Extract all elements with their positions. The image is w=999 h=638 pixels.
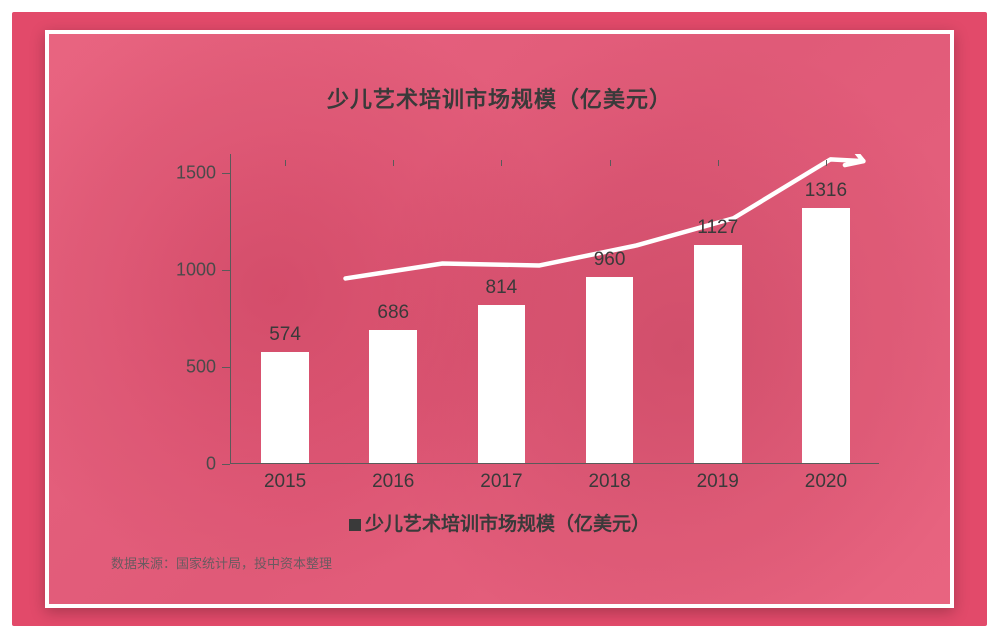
chart-title: 少儿艺术培训市场规模（亿美元） [49, 82, 950, 114]
bar-value-label: 1316 [805, 180, 847, 202]
x-tick-label: 2019 [697, 471, 739, 493]
y-axis: 050010001500 [164, 154, 224, 464]
bar: 960 [586, 277, 634, 463]
bar: 574 [261, 352, 309, 463]
chart-card: 少儿艺术培训市场规模（亿美元） 050010001500 57420156862… [45, 30, 954, 608]
legend-text-suffix: ） [631, 514, 650, 535]
x-tick-mark [501, 160, 502, 166]
y-tick-mark [222, 270, 230, 271]
y-tick-mark [222, 464, 230, 465]
y-tick-label: 1000 [176, 260, 216, 281]
y-tick-mark [222, 367, 230, 368]
x-tick-label: 2017 [480, 471, 522, 493]
chart-area: 050010001500 574201568620168142017960201… [164, 154, 879, 464]
bar: 1127 [694, 245, 742, 463]
bar-value-label: 1127 [697, 217, 738, 239]
bar-value-label: 574 [269, 324, 301, 346]
bar-value-label: 814 [486, 277, 518, 299]
x-tick-mark [285, 160, 286, 166]
y-tick-label: 1500 [176, 163, 216, 184]
data-source: 数据来源：国家统计局，投中资本整理 [111, 553, 332, 572]
plot-region: 5742015686201681420179602018112720191316… [230, 154, 879, 464]
y-tick-label: 500 [186, 357, 216, 378]
legend-marker [349, 519, 361, 531]
y-tick-label: 0 [206, 454, 216, 475]
x-tick-mark [610, 160, 611, 166]
bar-value-label: 960 [594, 249, 626, 271]
bar: 686 [369, 330, 417, 463]
bar: 1316 [802, 208, 850, 463]
legend: 少儿艺术培训市场规模（亿美元） [49, 509, 950, 536]
legend-text-prefix: 少儿艺术培训市场规模（ [365, 514, 574, 535]
x-tick-mark [718, 160, 719, 166]
bar: 814 [478, 305, 526, 463]
y-tick-mark [222, 173, 230, 174]
x-tick-label: 2018 [588, 471, 630, 493]
x-tick-label: 2015 [264, 471, 306, 493]
bar-value-label: 686 [377, 302, 409, 324]
x-tick-label: 2016 [372, 471, 414, 493]
legend-text-bold: 亿美元 [574, 514, 631, 535]
x-tick-label: 2020 [805, 471, 847, 493]
x-tick-mark [826, 160, 827, 166]
x-tick-mark [393, 160, 394, 166]
